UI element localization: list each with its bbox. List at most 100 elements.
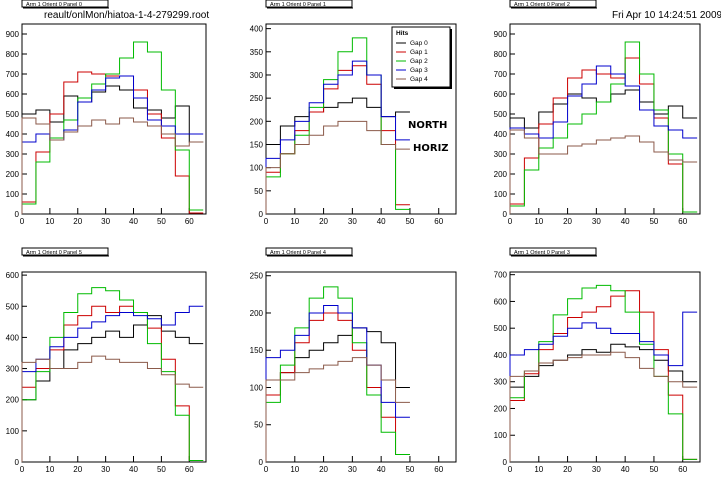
x-tick-label: 20	[73, 465, 82, 474]
series-gap-4	[265, 357, 410, 462]
x-tick-label: 60	[678, 465, 687, 474]
y-tick-label: 100	[494, 431, 508, 440]
y-tick-label: 700	[494, 271, 508, 280]
y-tick-label: 400	[250, 25, 264, 34]
x-tick-label: 50	[157, 465, 166, 474]
y-tick-label: 600	[6, 90, 20, 99]
panel-title: Arm 1 Orient 0 Panel 1	[270, 2, 326, 8]
y-tick-label: 300	[6, 150, 20, 159]
y-tick-label: 0	[259, 458, 264, 467]
y-tick-label: 200	[6, 396, 20, 405]
x-tick-label: 60	[678, 217, 687, 226]
y-tick-label: 200	[250, 309, 264, 318]
y-tick-label: 50	[254, 187, 263, 196]
y-tick-label: 400	[6, 333, 20, 342]
y-tick-label: 500	[6, 302, 20, 311]
y-tick-label: 500	[6, 110, 20, 119]
series-gap-3	[265, 60, 410, 214]
x-tick-label: 0	[508, 465, 513, 474]
panel-title-box	[21, 247, 109, 256]
series-gap-0	[21, 315, 204, 462]
legend-entry: Gap 4	[410, 76, 428, 83]
series-gap-2	[21, 287, 204, 462]
y-tick-label: 0	[503, 458, 508, 467]
series-gap-3	[265, 305, 410, 462]
series-gap-0	[509, 89, 698, 214]
panel-title: Arm 1 Orient 0 Panel 5	[26, 250, 82, 256]
north-label: NORTH	[408, 120, 448, 131]
series-gap-1	[509, 57, 698, 214]
y-tick-label: 100	[250, 383, 264, 392]
legend-entry: Gap 3	[410, 67, 428, 74]
y-tick-label: 800	[494, 50, 508, 59]
y-tick-label: 100	[6, 427, 20, 436]
y-tick-label: 600	[494, 297, 508, 306]
x-tick-label: 10	[534, 465, 543, 474]
series-gap-3	[21, 305, 204, 462]
x-tick-label: 30	[101, 465, 110, 474]
legend-box	[391, 26, 451, 88]
file-label: reault/onlMon/hiatoa-1-4-279299.root	[44, 10, 210, 21]
x-tick-label: 20	[73, 217, 82, 226]
panel-title-box	[265, 0, 353, 8]
y-tick-label: 600	[494, 90, 508, 99]
y-tick-label: 400	[6, 130, 20, 139]
series-gap-0	[265, 327, 410, 462]
x-tick-label: 60	[185, 217, 194, 226]
x-tick-label: 40	[377, 465, 386, 474]
y-tick-label: 0	[15, 458, 20, 467]
y-tick-label: 0	[503, 210, 508, 219]
y-tick-label: 250	[250, 94, 264, 103]
y-tick-label: 100	[494, 190, 508, 199]
series-gap-4	[509, 129, 698, 214]
y-tick-label: 900	[6, 30, 20, 39]
x-tick-label: 10	[290, 217, 299, 226]
panel-title: Arm 1 Orient 0 Panel 0	[26, 2, 82, 8]
y-tick-label: 300	[250, 71, 264, 80]
y-tick-label: 50	[254, 421, 263, 430]
x-tick-label: 10	[290, 465, 299, 474]
x-tick-label: 10	[45, 465, 54, 474]
y-tick-label: 400	[494, 130, 508, 139]
y-tick-label: 0	[259, 210, 264, 219]
x-tick-label: 40	[129, 465, 138, 474]
x-tick-label: 30	[348, 217, 357, 226]
x-tick-label: 0	[20, 217, 25, 226]
x-tick-label: 50	[649, 465, 658, 474]
series-gap-0	[265, 97, 410, 214]
y-tick-label: 200	[494, 170, 508, 179]
legend-title: Hits	[396, 30, 409, 37]
y-tick-label: 250	[250, 272, 264, 281]
panel-title-box	[21, 0, 109, 8]
series-gap-3	[509, 311, 698, 462]
y-tick-label: 900	[494, 30, 508, 39]
y-tick-label: 700	[6, 70, 20, 79]
y-tick-label: 350	[250, 48, 264, 57]
x-tick-label: 0	[508, 217, 513, 226]
series-gap-4	[21, 117, 204, 214]
x-tick-label: 40	[377, 217, 386, 226]
y-tick-label: 100	[250, 164, 264, 173]
x-tick-label: 20	[563, 217, 572, 226]
x-tick-label: 50	[157, 217, 166, 226]
y-tick-label: 400	[494, 351, 508, 360]
x-tick-label: 50	[405, 217, 414, 226]
x-tick-label: 60	[185, 465, 194, 474]
x-tick-label: 20	[319, 217, 328, 226]
series-gap-1	[21, 71, 204, 214]
x-tick-label: 30	[101, 217, 110, 226]
x-tick-label: 40	[621, 217, 630, 226]
series-gap-4	[265, 120, 410, 214]
plot-frame	[265, 23, 457, 215]
x-tick-label: 10	[45, 217, 54, 226]
y-tick-label: 200	[494, 404, 508, 413]
y-tick-label: 500	[494, 324, 508, 333]
x-tick-label: 20	[319, 465, 328, 474]
y-tick-label: 700	[494, 70, 508, 79]
panel-title: Arm 1 Orient 0 Panel 4	[270, 250, 326, 256]
y-tick-label: 300	[494, 150, 508, 159]
x-tick-label: 0	[264, 465, 269, 474]
y-tick-label: 200	[6, 170, 20, 179]
